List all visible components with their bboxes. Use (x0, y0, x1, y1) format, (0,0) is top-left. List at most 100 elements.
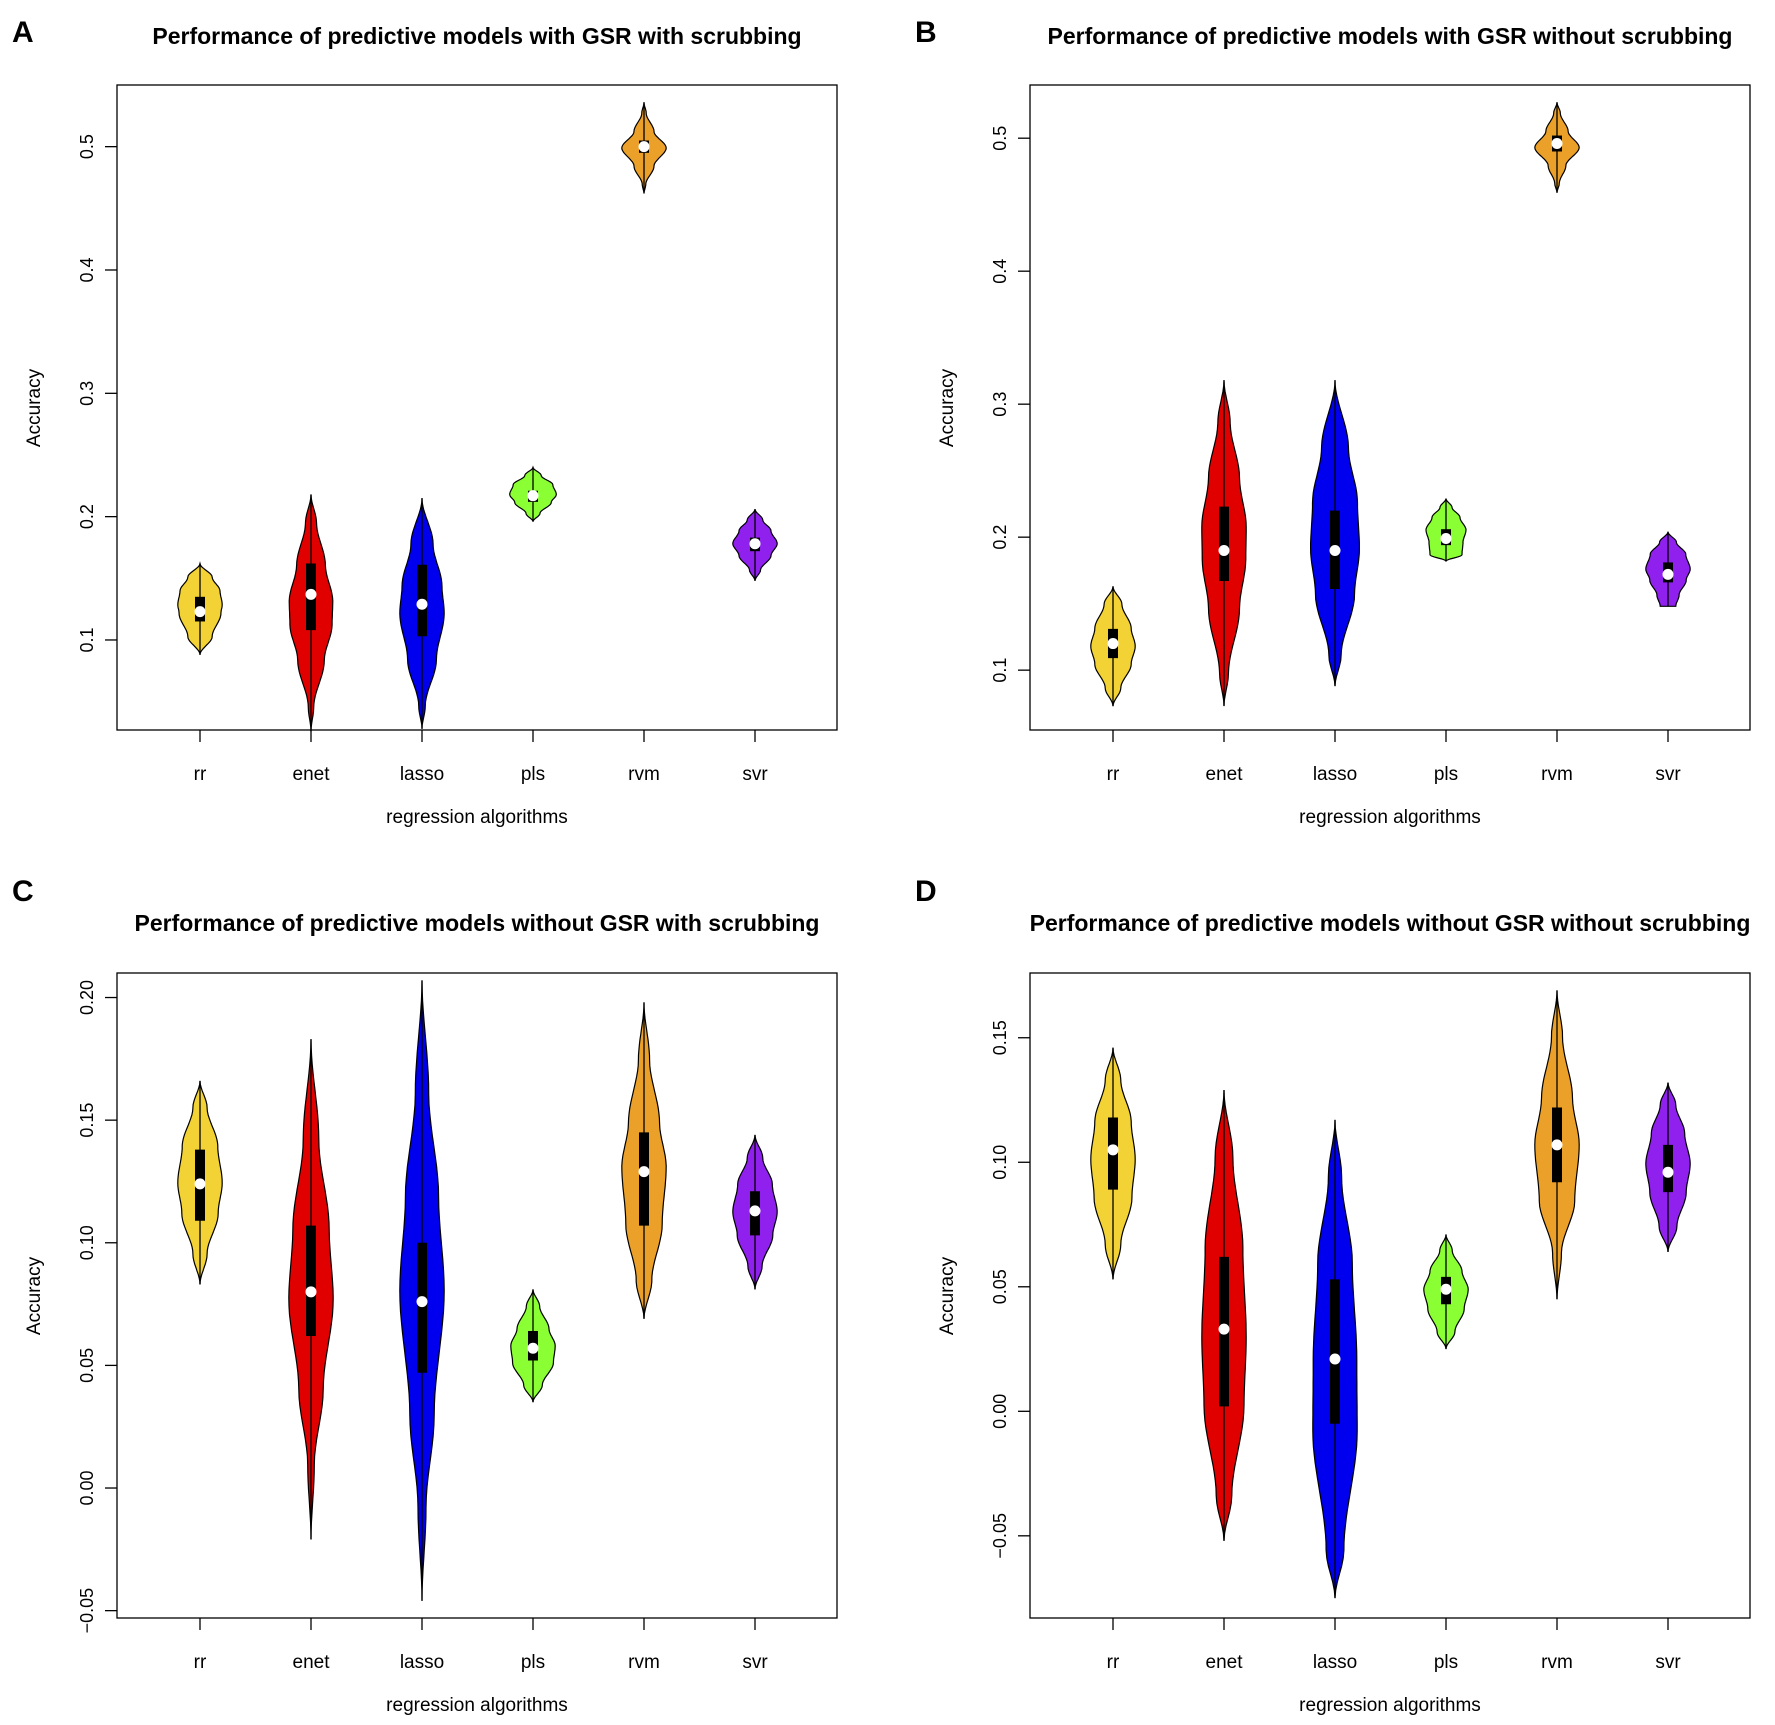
x-axis-label: regression algorithms (386, 807, 568, 828)
y-tick-label: 0.15 (77, 1103, 97, 1138)
plot-area-frame (1029, 84, 1751, 731)
y-axis-label: Accuracy (937, 1256, 958, 1335)
chart-title: Performance of predictive models with GS… (1048, 23, 1733, 49)
y-axis-ticks: 0.1 0.2 0.3 0.4 0.5 (990, 126, 1030, 683)
violin-series (177, 102, 778, 732)
y-tick-label: 0.5 (990, 126, 1010, 151)
x-axis-label: regression algorithms (1299, 807, 1481, 828)
y-tick-label: 0.05 (990, 1269, 1010, 1304)
y-tick-label: 0.00 (77, 1470, 97, 1505)
y-axis-label: Accuracy (24, 368, 45, 447)
violin-rvm (621, 102, 667, 194)
violin-lasso (1312, 1119, 1358, 1599)
x-tick-label: lasso (400, 764, 444, 785)
x-tick-label: rvm (628, 1652, 660, 1673)
violin-rr (1090, 1047, 1136, 1280)
panel-letter: A (12, 16, 34, 49)
chart-title: Performance of predictive models without… (135, 910, 820, 936)
x-tick-label: rr (194, 1652, 207, 1673)
y-axis-ticks: −0.05 0.00 0.05 0.10 0.15 (990, 1020, 1030, 1559)
x-tick-label: svr (1655, 1652, 1681, 1673)
violin-lasso (1310, 380, 1360, 687)
y-axis-ticks: −0.05 0.00 0.05 0.10 0.15 0.20 (77, 980, 117, 1633)
plot-area-frame (1029, 972, 1751, 1619)
violin-rvm (1534, 102, 1580, 193)
x-tick-label: pls (1434, 764, 1458, 785)
panel-letter: C (12, 875, 34, 908)
x-tick-label: rr (1107, 764, 1120, 785)
x-tick-label: lasso (1313, 764, 1357, 785)
x-axis-ticks: rr enet lasso pls rvm svr (1107, 1618, 1681, 1673)
y-axis-label: Accuracy (937, 368, 958, 447)
violin-pls (509, 465, 557, 522)
violin-median-point (527, 1342, 539, 1354)
violin-median-point (1107, 638, 1119, 650)
x-tick-label: rvm (628, 764, 660, 785)
violin-median-point (638, 141, 650, 153)
y-tick-label: −0.05 (990, 1513, 1010, 1559)
violin-median-point (1551, 1139, 1563, 1151)
plot-area-frame (116, 972, 838, 1619)
panel-letter: D (915, 875, 937, 908)
y-tick-label: 0.1 (77, 627, 97, 652)
violin-median-point (194, 1178, 206, 1190)
x-axis-ticks: rr enet lasso pls rvm svr (1107, 730, 1681, 785)
violin-median-point (305, 588, 317, 600)
violin-series (1090, 990, 1691, 1599)
violin-svr (1645, 531, 1691, 607)
y-tick-label: 0.05 (77, 1348, 97, 1383)
y-tick-label: −0.05 (77, 1588, 97, 1634)
panel-letter: B (915, 16, 937, 49)
plot-area-frame (116, 84, 838, 731)
violin-svr (1645, 1082, 1691, 1252)
x-tick-label: rvm (1541, 1652, 1573, 1673)
violin-svr (732, 1134, 778, 1290)
violin-median-point (305, 1286, 317, 1298)
x-tick-label: enet (1206, 764, 1244, 785)
y-axis-label: Accuracy (24, 1256, 45, 1335)
y-tick-label: 0.15 (990, 1020, 1010, 1055)
violin-median-point (527, 490, 539, 502)
x-tick-label: enet (293, 1652, 331, 1673)
panel-b: B Performance of predictive models with … (915, 16, 1751, 828)
y-tick-label: 0.1 (990, 658, 1010, 683)
violin-median-point (1329, 544, 1341, 556)
violin-svr (732, 509, 778, 581)
violin-median-point (194, 606, 206, 618)
y-tick-label: 0.3 (77, 381, 97, 406)
violin-median-point (749, 538, 761, 550)
y-tick-label: 0.10 (990, 1145, 1010, 1180)
y-tick-label: 0.4 (77, 257, 97, 282)
x-tick-label: enet (293, 764, 331, 785)
panel-c: C Performance of predictive models witho… (12, 875, 838, 1716)
x-tick-label: lasso (1313, 1652, 1357, 1673)
y-tick-label: 0.2 (77, 504, 97, 529)
violin-median-point (638, 1166, 650, 1178)
violin-median-point (1440, 1283, 1452, 1295)
violin-lasso (399, 498, 445, 729)
x-axis-label: regression algorithms (386, 1695, 568, 1716)
violin-rr (177, 561, 223, 655)
violin-pls (510, 1289, 556, 1403)
violin-pls (1423, 1234, 1469, 1350)
x-axis-label: regression algorithms (1299, 1695, 1481, 1716)
violin-median-point (1551, 138, 1563, 150)
x-tick-label: rr (1107, 1652, 1120, 1673)
y-tick-label: 0.3 (990, 392, 1010, 417)
y-tick-label: 0.4 (990, 259, 1010, 284)
panel-a: A Performance of predictive models with … (12, 16, 838, 828)
x-tick-label: rvm (1541, 764, 1573, 785)
violin-median-point (1218, 1323, 1230, 1335)
violin-series (1090, 102, 1691, 707)
panel-d: D Performance of predictive models witho… (915, 875, 1751, 1716)
violin-series (177, 980, 778, 1601)
violin-rvm (1534, 990, 1580, 1300)
violin-median-point (1218, 544, 1230, 556)
violin-rvm (621, 1002, 667, 1319)
y-tick-label: 0.10 (77, 1225, 97, 1260)
x-tick-label: lasso (400, 1652, 444, 1673)
x-tick-label: pls (521, 1652, 545, 1673)
violin-median-point (416, 1296, 428, 1308)
chart-title: Performance of predictive models without… (1030, 910, 1751, 936)
